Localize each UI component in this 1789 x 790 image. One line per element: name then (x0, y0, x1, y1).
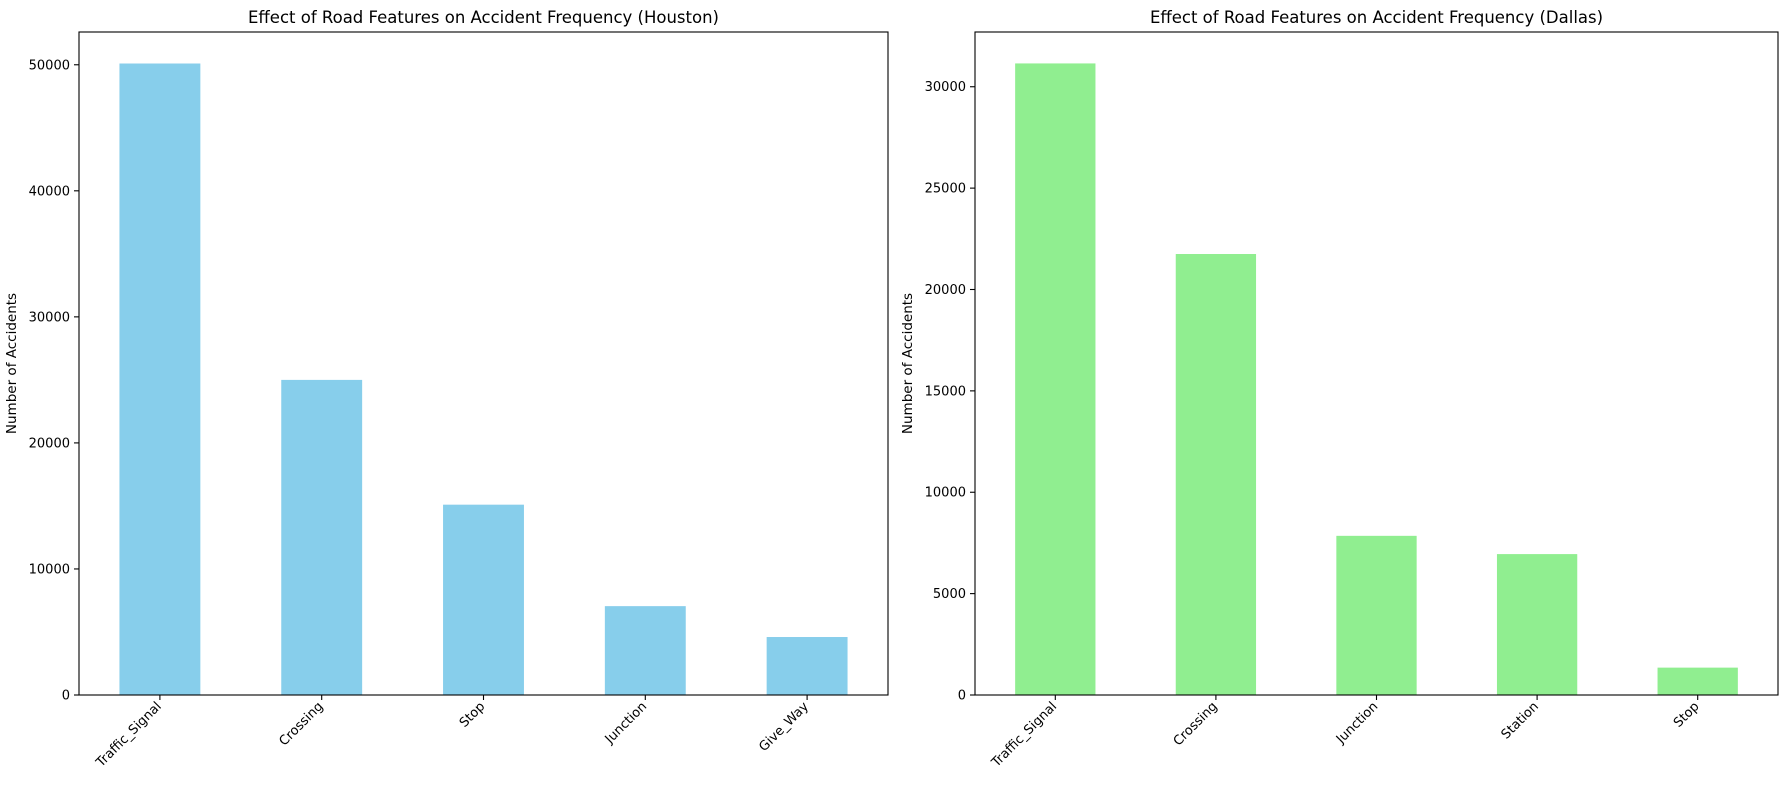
x-tick-label: Station (1499, 699, 1542, 742)
bar-traffic-signal (119, 63, 201, 695)
y-tick-label: 25000 (925, 182, 966, 197)
y-tick-label: 30000 (925, 80, 966, 95)
houston-chart: Effect of Road Features on Accident Freq… (4, 8, 889, 771)
bar-crossing (1175, 254, 1257, 695)
bar-station (1496, 554, 1578, 695)
y-tick-label: 50000 (29, 58, 70, 73)
x-tick-label: Crossing (1171, 699, 1221, 749)
chart-title: Effect of Road Features on Accident Freq… (1150, 8, 1603, 27)
y-tick-label: 40000 (29, 184, 70, 199)
y-tick-label: 30000 (29, 310, 70, 325)
x-tick-label: Traffic_Signal (988, 699, 1060, 771)
bar-traffic-signal (1015, 63, 1096, 695)
bar-junction (1336, 535, 1417, 695)
y-tick-label: 10000 (29, 562, 70, 577)
y-tick-label: 20000 (29, 436, 70, 451)
x-tick-label: Stop (457, 699, 489, 731)
y-tick-label: 5000 (933, 587, 966, 602)
dallas-chart: Effect of Road Features on Accident Freq… (900, 8, 1779, 771)
bar-crossing (281, 379, 363, 695)
x-tick-label: Traffic_Signal (93, 699, 165, 771)
x-tick-label: Give_Way (756, 699, 812, 755)
y-tick-label: 10000 (925, 486, 966, 501)
bar-junction (604, 606, 686, 695)
y-tick-label: 0 (958, 689, 966, 704)
y-tick-label: 20000 (925, 283, 966, 298)
y-tick-label: 15000 (925, 384, 966, 399)
x-tick-label: Stop (1671, 699, 1703, 731)
bar-stop (1657, 667, 1738, 695)
x-tick-label: Crossing (277, 699, 327, 749)
chart-title: Effect of Road Features on Accident Freq… (248, 8, 719, 27)
y-axis-label: Number of Accidents (900, 293, 916, 434)
x-tick-label: Junction (602, 699, 650, 747)
y-tick-label: 0 (62, 689, 70, 704)
bar-give-way (766, 637, 848, 695)
bar-stop (443, 504, 524, 695)
y-axis-label: Number of Accidents (4, 293, 20, 434)
x-tick-label: Junction (1333, 699, 1381, 747)
